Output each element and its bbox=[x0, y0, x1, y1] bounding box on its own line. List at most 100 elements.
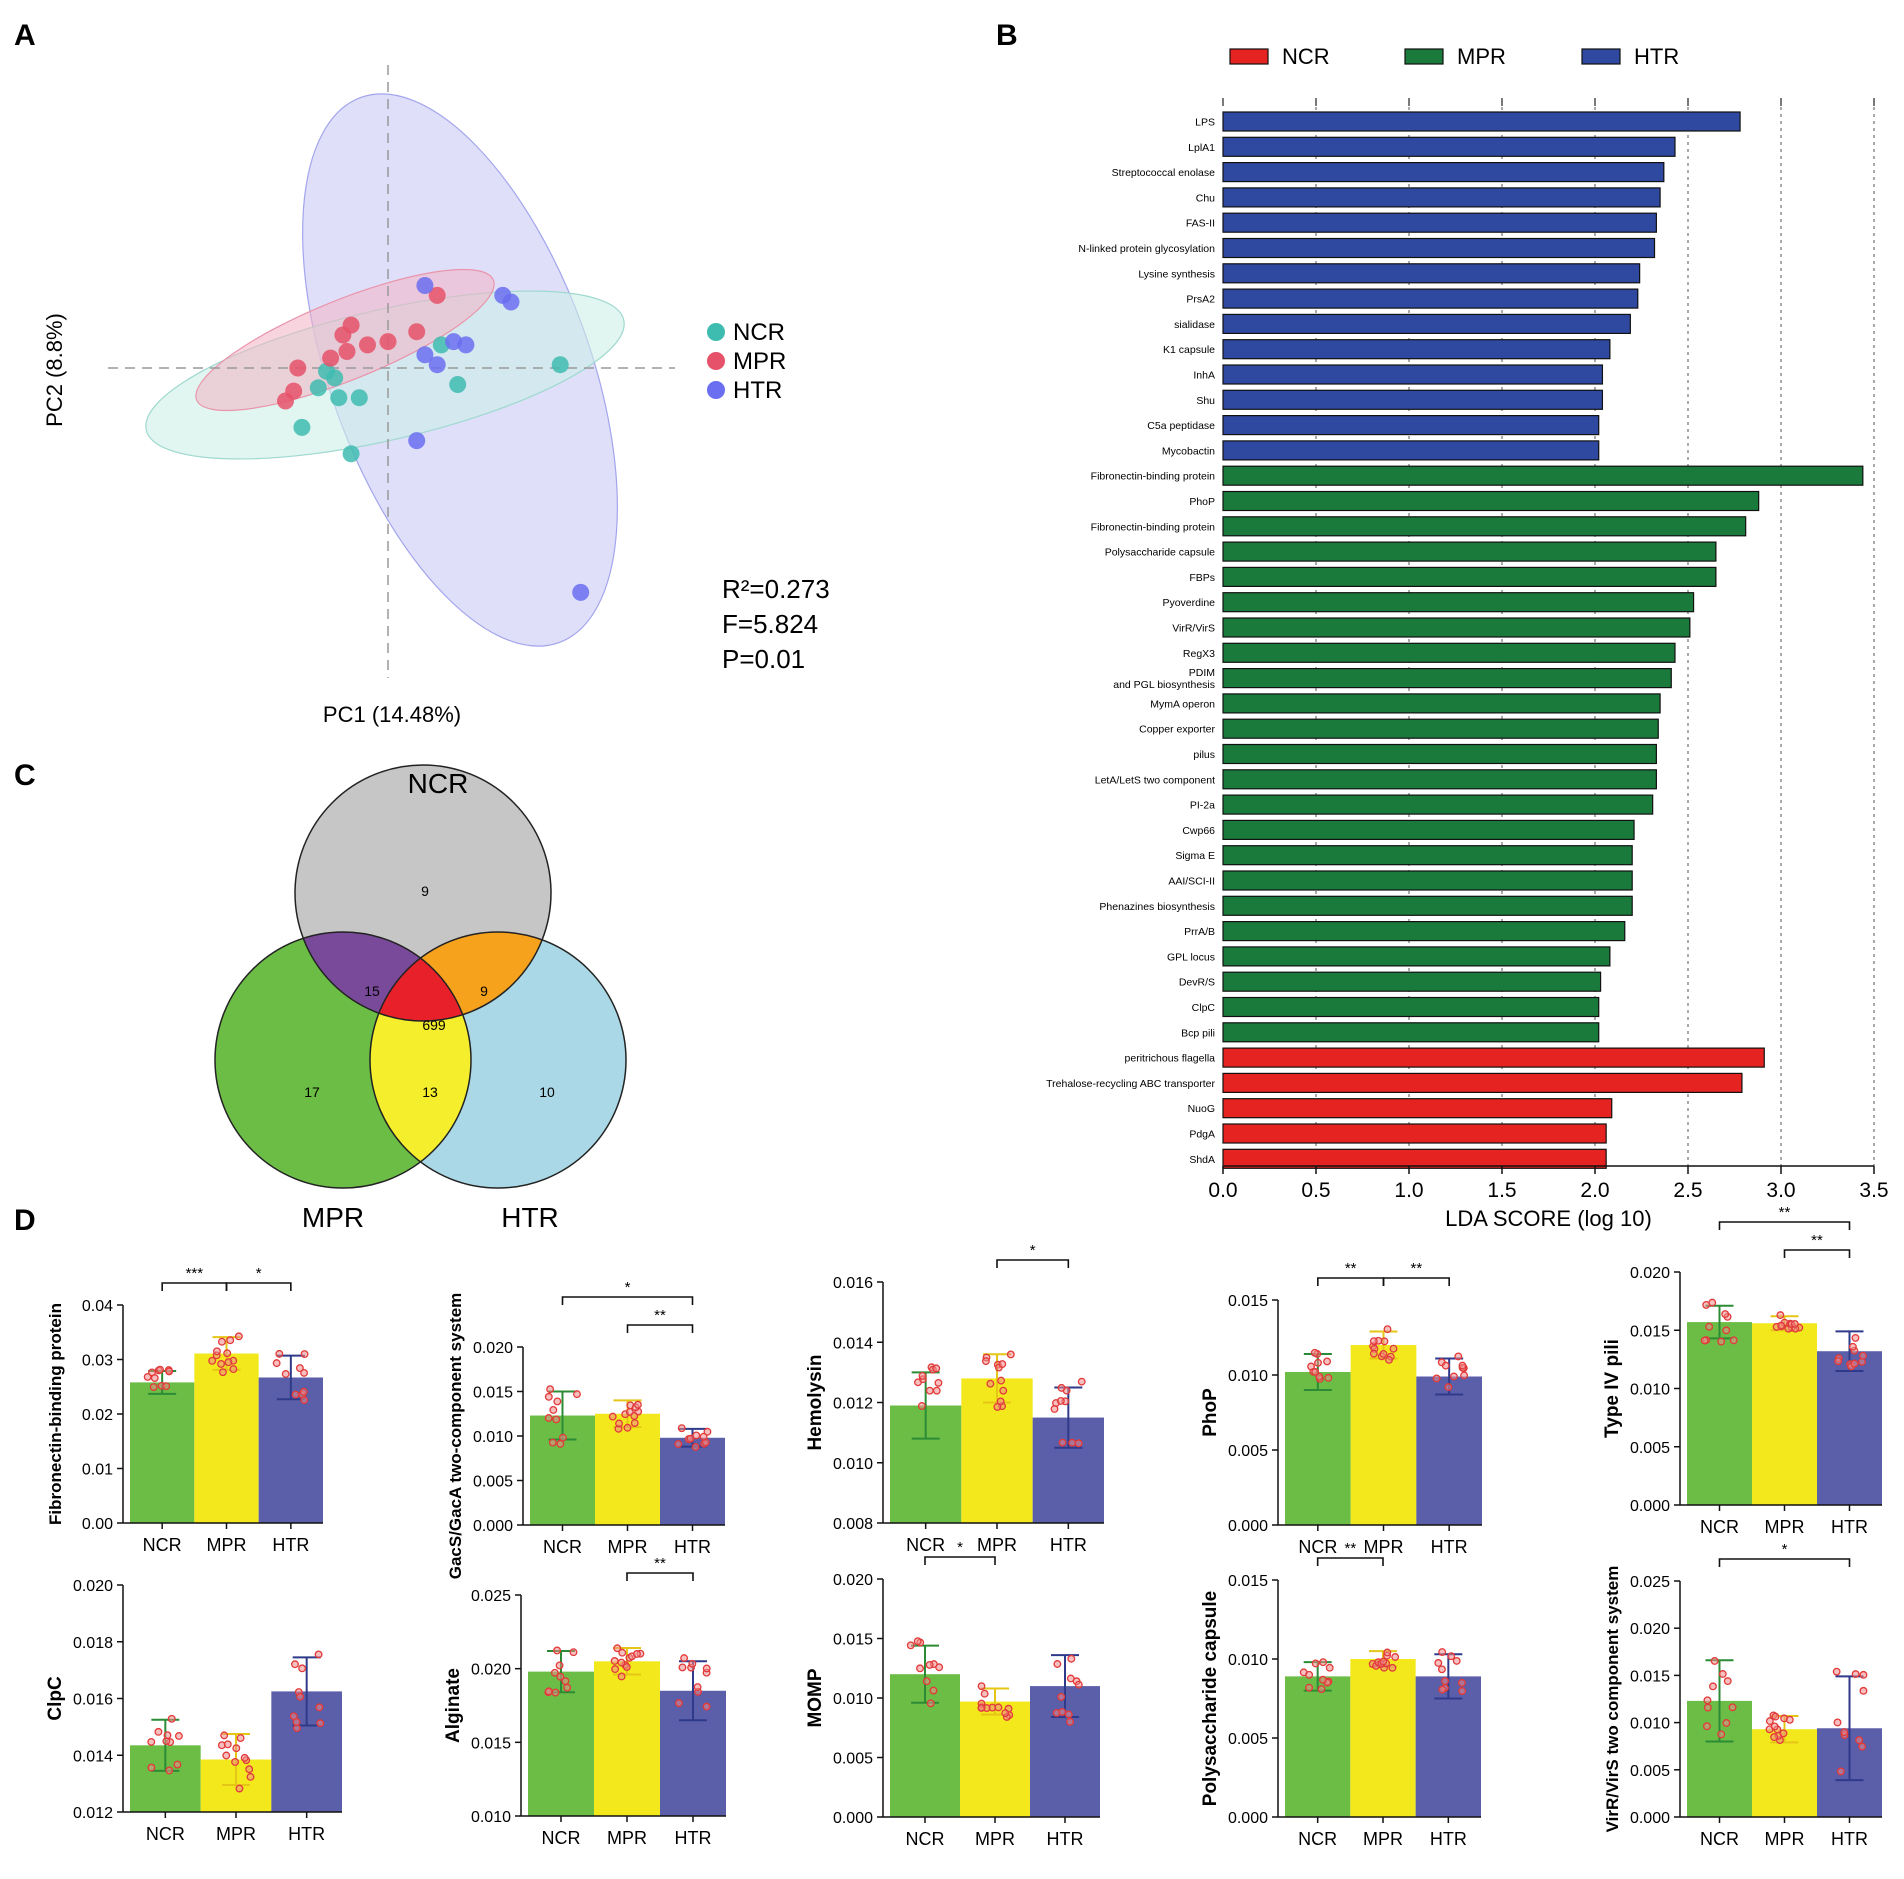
sample-dot bbox=[292, 1718, 301, 1726]
bar-panel-virr-virs-two-component-system: 0.000 0.005 0.010 0.015 0.020 0.025 NCR MPR HTR V… bbox=[1603, 1541, 1882, 1849]
panel-label-b: B bbox=[996, 19, 1018, 52]
x-tick-label: NCR bbox=[906, 1829, 945, 1849]
sample-dot bbox=[1438, 1648, 1447, 1656]
sample-dot bbox=[173, 1760, 182, 1769]
lda-bar-label: Shu bbox=[1196, 395, 1215, 407]
significance-stars: ** bbox=[1410, 1260, 1422, 1277]
y-tick-label: 0.010 bbox=[1228, 1652, 1268, 1669]
sample-dot bbox=[556, 1439, 565, 1448]
significance-stars: * bbox=[1782, 1541, 1788, 1558]
y-tick-label: 0.015 bbox=[1630, 1323, 1670, 1340]
sample-dot bbox=[1771, 1712, 1780, 1721]
y-tick-label: 0.010 bbox=[473, 1429, 513, 1446]
y-tick-label: 0.020 bbox=[833, 1572, 873, 1589]
sample-dot bbox=[613, 1644, 622, 1653]
lda-bar-inha bbox=[1222, 364, 1604, 385]
sample-dot bbox=[1319, 1658, 1328, 1667]
sample-dot bbox=[1722, 1719, 1731, 1727]
sample-dot bbox=[925, 1660, 934, 1669]
significance-line bbox=[1718, 1558, 1851, 1567]
sample-dot bbox=[1305, 1683, 1314, 1692]
significance-bracket: ** bbox=[1316, 1540, 1384, 1566]
pca-point-htr bbox=[416, 346, 434, 364]
sample-dot bbox=[686, 1434, 695, 1443]
sample-dot bbox=[550, 1668, 559, 1677]
sample-dot bbox=[1444, 1383, 1453, 1392]
sample-dot bbox=[608, 1412, 617, 1421]
bar-mpr bbox=[960, 1701, 1030, 1817]
lda-bar-label: Bcp pili bbox=[1181, 1027, 1215, 1039]
stat-f: F=5.824 bbox=[722, 609, 818, 639]
x-tick-label: MPR bbox=[977, 1535, 1017, 1555]
sample-dot bbox=[546, 1385, 555, 1394]
sample-dot bbox=[232, 1744, 241, 1753]
lda-bar-label: Trehalose-recycling ABC transporter bbox=[1046, 1078, 1215, 1090]
sample-dot bbox=[300, 1368, 309, 1377]
venn-outline-htr bbox=[369, 931, 627, 1189]
y-tick-label: 0.015 bbox=[833, 1632, 873, 1649]
significance-bracket: ** bbox=[626, 1307, 694, 1333]
bar-mpr bbox=[1350, 1345, 1417, 1525]
x-tick-label: NCR bbox=[1700, 1829, 1739, 1849]
lda-legend-label-ncr: NCR bbox=[1282, 44, 1330, 69]
bar-htr bbox=[660, 1437, 725, 1525]
significance-bracket: * bbox=[924, 1539, 996, 1565]
sample-dot bbox=[1703, 1696, 1712, 1705]
sample-dot bbox=[295, 1364, 304, 1373]
significance-line bbox=[1316, 1557, 1384, 1566]
y-tick-label: 0.01 bbox=[82, 1462, 113, 1479]
lda-bar-label: MymA operon bbox=[1150, 698, 1215, 710]
lda-legend-swatch-htr bbox=[1581, 48, 1621, 65]
sample-dot bbox=[552, 1415, 561, 1424]
y-tick-label: 0.014 bbox=[833, 1335, 873, 1352]
sample-dot bbox=[555, 1661, 564, 1670]
sample-dot bbox=[1311, 1659, 1320, 1668]
sample-dot bbox=[1305, 1670, 1314, 1679]
sample-dot bbox=[926, 1699, 935, 1708]
pca-point-htr bbox=[408, 432, 426, 450]
significance-stars: ** bbox=[654, 1307, 666, 1324]
sample-dot bbox=[149, 1383, 158, 1391]
lda-bar-mycobactin bbox=[1222, 440, 1600, 461]
lda-bar-label: PrrA/B bbox=[1184, 926, 1215, 938]
lda-bar-label: Cwp66 bbox=[1182, 825, 1215, 837]
venn-count-mpr-only: 17 bbox=[304, 1084, 320, 1100]
sample-dot bbox=[1776, 1311, 1785, 1320]
y-tick-label: 0.010 bbox=[833, 1456, 873, 1473]
sample-dot bbox=[553, 1397, 562, 1406]
significance-line bbox=[626, 1572, 694, 1581]
sample-dot bbox=[226, 1336, 235, 1345]
sample-dot bbox=[1438, 1685, 1447, 1694]
lda-bar-fbps bbox=[1222, 566, 1717, 588]
bar-panels: 0.00 0.01 0.02 0.03 0.04 NCR MPR HTR Fibronectin… bbox=[45, 1204, 1882, 1849]
lda-bar-label: Pyoverdine bbox=[1162, 597, 1215, 609]
pca-point-mpr bbox=[359, 336, 376, 354]
sample-dot bbox=[165, 1766, 174, 1775]
sample-dot bbox=[1770, 1733, 1779, 1742]
y-tick-label: 0.000 bbox=[1630, 1810, 1670, 1827]
sample-dot bbox=[918, 1371, 927, 1380]
lda-bar-aai-sci-ii bbox=[1222, 870, 1633, 891]
sample-dot bbox=[1859, 1351, 1867, 1360]
sample-dot bbox=[925, 1386, 934, 1395]
y-tick-label: 0.005 bbox=[833, 1751, 873, 1768]
sample-dot bbox=[618, 1648, 627, 1657]
y-axis-title: Hemolysin bbox=[805, 1354, 826, 1450]
sample-dot bbox=[680, 1654, 689, 1663]
bar-mpr bbox=[1752, 1323, 1817, 1505]
y-tick-label: 0.015 bbox=[1228, 1573, 1268, 1590]
sample-dot bbox=[1369, 1349, 1378, 1358]
lda-bar-label: LetA/LetS two component bbox=[1095, 774, 1215, 786]
sample-dot bbox=[1832, 1667, 1841, 1676]
sample-dot bbox=[223, 1740, 232, 1749]
sample-dot bbox=[702, 1702, 711, 1711]
sample-dot bbox=[917, 1402, 926, 1410]
sample-dot bbox=[1836, 1767, 1845, 1776]
sample-dot bbox=[217, 1359, 226, 1368]
significance-stars: ** bbox=[1811, 1232, 1823, 1249]
sample-dot bbox=[1833, 1718, 1842, 1727]
lda-bar-sigma-e bbox=[1222, 845, 1633, 866]
sample-dot bbox=[1851, 1670, 1860, 1679]
sample-dot bbox=[148, 1368, 156, 1377]
sample-dot bbox=[1454, 1352, 1463, 1361]
